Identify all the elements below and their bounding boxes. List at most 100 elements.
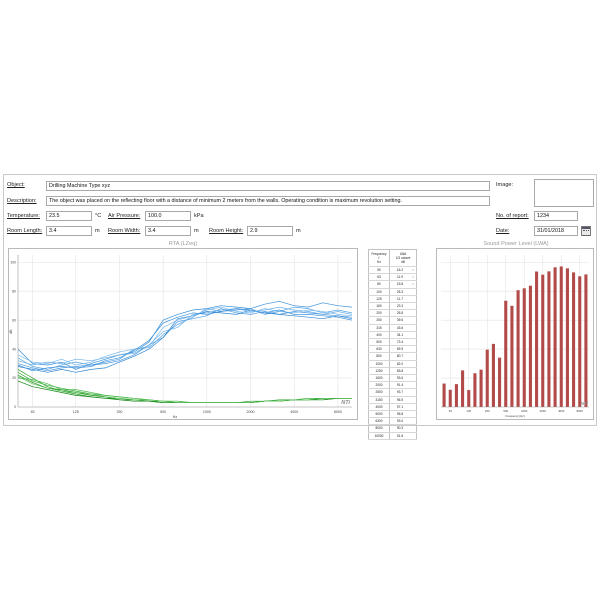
bar-x-axis-label: Frequency [Hz] — [506, 414, 525, 418]
calendar-grid-lines — [583, 230, 589, 236]
sound-power-bar — [454, 384, 458, 407]
rta-y-tick-label: 40 — [12, 347, 16, 351]
lwa-cell: 93.0 — [389, 417, 410, 426]
calendar-icon[interactable] — [581, 226, 591, 236]
table-row: 250 39.6 — [368, 316, 417, 325]
rta-y-tick-label: 0 — [14, 405, 16, 409]
lwa-marker-cell — [410, 410, 417, 419]
date-label: Date: — [496, 228, 510, 234]
sound-power-chart-frame: 63 125 250 500 1000 2000 4000 8000 Frequency [Hz… — [436, 248, 594, 420]
sound-power-bar — [541, 274, 545, 407]
image-box[interactable] — [534, 179, 594, 207]
rta-nti-logo: NTi — [341, 400, 350, 406]
frequency-cell: 2000 — [368, 381, 390, 390]
rta-series-line — [17, 309, 353, 373]
lwa-marker-cell — [410, 288, 417, 296]
sound-power-bar — [565, 268, 569, 407]
report-no-label: No. of report: — [496, 213, 529, 219]
lwa-marker-cell — [410, 403, 417, 412]
frequency-cell: 10000 — [368, 432, 390, 440]
lwa-cell: 25.8 — [389, 309, 410, 318]
frequency-cell: 1000 — [368, 360, 390, 368]
sound-power-bar — [572, 272, 576, 407]
rta-y-tick-label: 20 — [12, 376, 16, 380]
table-row: 80 15.8 < — [368, 280, 417, 289]
air-pressure-unit: kPa — [194, 213, 204, 219]
rta-y-tick-label: 100 — [10, 260, 16, 264]
object-field[interactable]: Drilling Machine Type xyz — [46, 181, 490, 191]
rta-x-tick-label: 2000 — [247, 410, 255, 414]
frequency-cell: 630 — [368, 345, 390, 354]
lwa-cell: 39.6 — [389, 316, 410, 325]
report-no-field[interactable]: 1234 — [534, 211, 578, 221]
sound-power-bar — [584, 274, 588, 407]
room-height-label: Room Height: — [209, 228, 244, 234]
rta-x-tick-label: 1000 — [203, 410, 211, 414]
table-row: 160 23.3 — [368, 302, 417, 311]
lwa-cell: 91.6 — [389, 432, 410, 440]
lwa-marker-cell — [410, 324, 417, 332]
room-length-unit: m — [95, 228, 100, 234]
rta-y-tick-label: 80 — [12, 289, 16, 293]
lwa-cell: 25.3 — [389, 288, 410, 296]
table-row: 1000 82.0 — [368, 360, 417, 368]
description-field[interactable]: The object was placed on the reflecting … — [46, 196, 490, 206]
lwa-cell: 90.3 — [389, 424, 410, 433]
frequency-table: Frequency f Hz LWA 1/3 octave dB 50 16.2 <63 11.9… — [368, 249, 417, 440]
rta-series-line — [17, 308, 353, 372]
bar-x-tick-label: 4000 — [558, 409, 565, 413]
frequency-cell: 50 — [368, 266, 390, 275]
table-row: 10000 91.6 — [368, 432, 417, 440]
sound-power-bar — [535, 271, 539, 407]
sound-power-bar — [461, 370, 465, 407]
rta-series-line — [17, 376, 352, 404]
frequency-cell: 315 — [368, 324, 390, 332]
bar-x-tick-label: 250 — [485, 409, 490, 413]
image-label: Image: — [496, 182, 514, 188]
rta-x-tick-label: 4000 — [290, 410, 298, 414]
lwa-cell: 73.4 — [389, 338, 410, 347]
table-row: 4000 97.1 — [368, 403, 417, 412]
rta-chart-frame: 63 125 250 500 1000 2000 4000 8000 0 20 40 60 80 100 H… — [8, 248, 358, 420]
lwa-marker-cell — [410, 381, 417, 390]
temperature-field[interactable]: 23.5 — [46, 211, 92, 221]
lwa-cell: 43.6 — [389, 324, 410, 332]
bar-x-tick-label: 500 — [503, 409, 508, 413]
table-row: 1250 83.8 — [368, 367, 417, 376]
date-field[interactable]: 31/01/2018 — [534, 226, 578, 236]
lwa-cell: 69.9 — [389, 345, 410, 354]
lwa-marker-cell — [410, 432, 417, 440]
lwa-cell: 97.1 — [389, 403, 410, 412]
room-width-label: Room Width: — [108, 228, 141, 234]
sound-power-bar — [498, 357, 502, 407]
rta-chart-title: RTA (LZeq) — [168, 241, 198, 247]
sound-power-bar — [516, 290, 520, 407]
calendar-header-bar — [582, 227, 590, 229]
sound-power-bar — [547, 271, 551, 407]
room-height-field[interactable]: 2.9 — [247, 226, 293, 236]
frequency-cell: 1600 — [368, 374, 390, 383]
sound-power-bar — [473, 373, 477, 407]
bar-x-tick-label: 63 — [449, 409, 453, 413]
bar-x-tick-label: 1000 — [521, 409, 528, 413]
room-length-field[interactable]: 3.4 — [46, 226, 92, 236]
frequency-cell: 8000 — [368, 424, 390, 433]
table-row: 100 25.3 — [368, 288, 417, 296]
room-height-unit: m — [296, 228, 301, 234]
lwa-cell: 91.4 — [389, 381, 410, 390]
air-pressure-field[interactable]: 100.0 — [145, 211, 191, 221]
sound-power-bar — [467, 390, 471, 407]
frequency-cell: 2500 — [368, 388, 390, 397]
room-width-field[interactable]: 3.4 — [145, 226, 191, 236]
rta-series-line — [17, 308, 353, 372]
frequency-cell: 400 — [368, 331, 390, 340]
lwa-cell: 11.7 — [389, 295, 410, 304]
frequency-cell: 200 — [368, 309, 390, 318]
lwa-cell: 11.9 — [389, 273, 410, 282]
sound-power-bar — [553, 267, 557, 407]
temperature-unit: °C — [95, 213, 102, 219]
rta-series-line — [17, 371, 352, 404]
table-row: 500 73.4 — [368, 338, 417, 347]
lwa-cell: 96.5 — [389, 396, 410, 404]
table-row: 8000 90.3 — [368, 424, 417, 433]
